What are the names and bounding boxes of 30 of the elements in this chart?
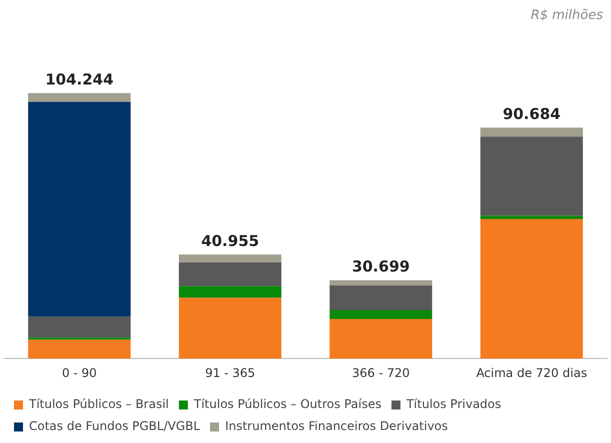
- x-tick-label: 91 - 365: [205, 366, 256, 380]
- x-tick-label: 0 - 90: [62, 366, 97, 380]
- bar: [28, 93, 131, 102]
- bar: [178, 286, 282, 298]
- bar: [330, 285, 432, 310]
- bar: [330, 319, 432, 359]
- bar: [28, 340, 131, 359]
- annotation: 40.955: [201, 232, 260, 250]
- x-tick-label: 366 - 720: [352, 366, 410, 380]
- legend-label: Títulos Privados: [405, 397, 502, 412]
- bar: [480, 216, 583, 219]
- bar: [178, 262, 282, 286]
- bar: [28, 102, 131, 317]
- annotation: 90.684: [502, 105, 561, 124]
- bar: [480, 128, 583, 137]
- legend-label: Títulos Públicos – Brasil: [28, 397, 169, 412]
- bar: [480, 136, 583, 216]
- bar: [330, 280, 432, 286]
- bar: [178, 254, 282, 262]
- x-tick-label: Acima de 720 dias: [476, 366, 588, 380]
- bar: [178, 298, 282, 359]
- annotation: 104.244: [45, 70, 114, 88]
- annotation: 30.699: [352, 258, 410, 276]
- bar: [330, 310, 432, 320]
- legend-label: Instrumentos Financeiros Derivativos: [225, 419, 448, 434]
- legend-label: Cotas de Fundos PGBL/VGBL: [29, 419, 200, 434]
- bar: [480, 218, 583, 359]
- bar: [28, 316, 131, 338]
- text: R$ milhões: [530, 8, 603, 23]
- legend-label: Títulos Públicos – Outros Países: [192, 397, 382, 412]
